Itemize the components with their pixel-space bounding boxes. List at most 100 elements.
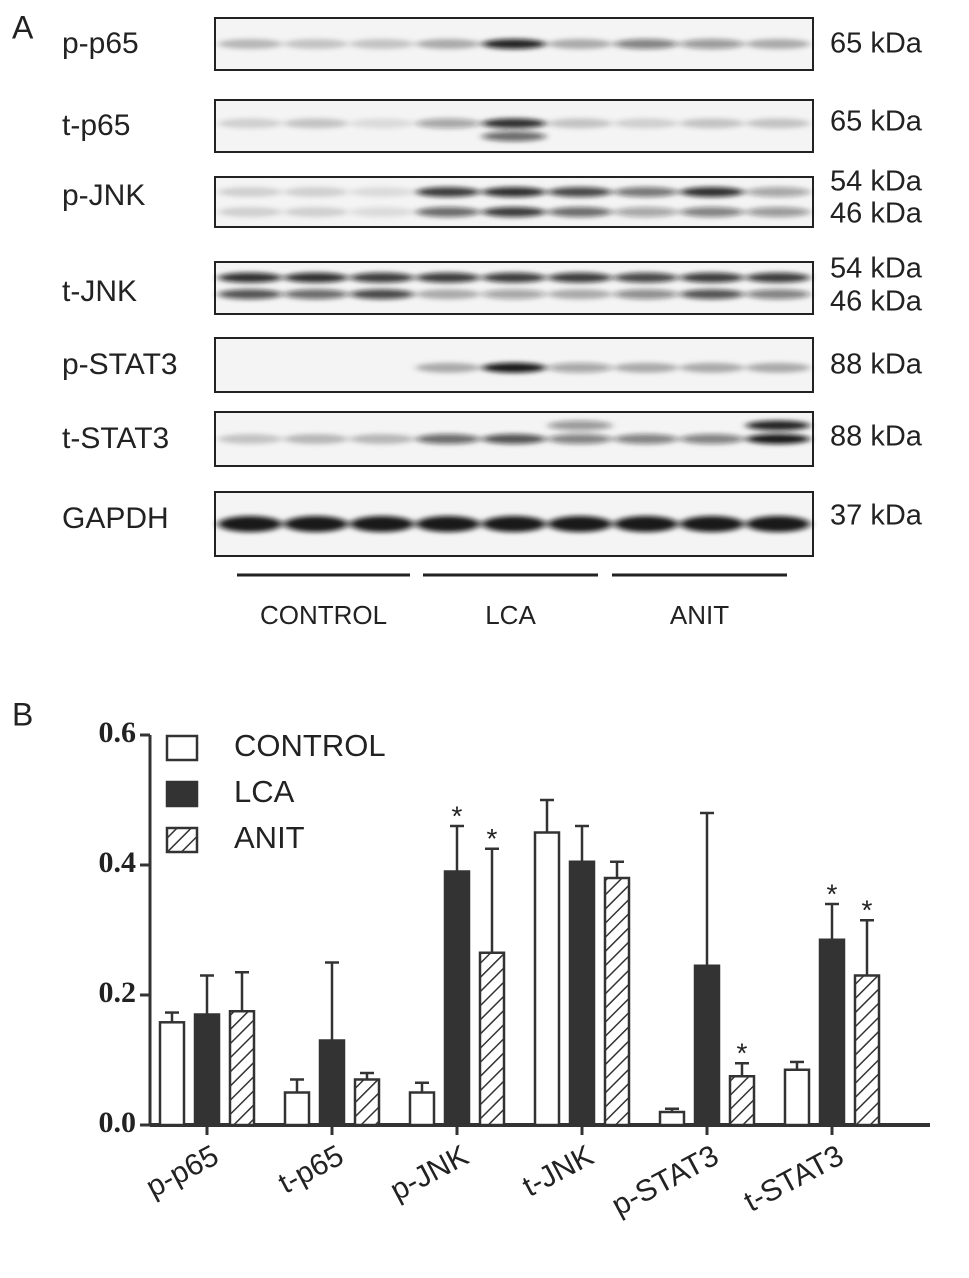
band bbox=[680, 516, 744, 532]
blot-label: p-p65 bbox=[62, 27, 139, 60]
band bbox=[746, 39, 810, 49]
significance-marker: * bbox=[452, 800, 463, 831]
band bbox=[548, 362, 612, 373]
blot-label: t-STAT3 bbox=[62, 422, 169, 455]
band bbox=[416, 118, 480, 129]
band bbox=[548, 187, 612, 197]
kda-label: 46 kDa bbox=[830, 286, 923, 318]
band bbox=[482, 516, 546, 532]
band bbox=[548, 207, 612, 217]
band bbox=[350, 39, 414, 49]
band bbox=[746, 516, 810, 532]
band bbox=[680, 39, 744, 49]
band bbox=[350, 272, 414, 283]
band bbox=[350, 289, 414, 300]
band bbox=[746, 187, 810, 197]
band bbox=[416, 516, 480, 532]
band bbox=[218, 272, 282, 283]
significance-marker: * bbox=[862, 895, 873, 926]
x-tick-label: p-JNK bbox=[385, 1139, 474, 1207]
legend-swatch bbox=[165, 826, 199, 854]
legend-label: CONTROL bbox=[234, 728, 386, 763]
band bbox=[614, 362, 678, 373]
band bbox=[680, 434, 744, 444]
band bbox=[548, 39, 612, 49]
band bbox=[416, 187, 480, 197]
blot-bands bbox=[416, 362, 810, 373]
bar bbox=[193, 1013, 221, 1127]
y-tick-label: 0.2 bbox=[99, 976, 137, 1009]
band bbox=[350, 187, 414, 197]
band bbox=[416, 207, 480, 217]
band bbox=[350, 207, 414, 217]
bar bbox=[408, 1091, 436, 1127]
band bbox=[548, 272, 612, 283]
band bbox=[680, 187, 744, 197]
legend-swatch bbox=[165, 780, 199, 808]
significance-marker: * bbox=[737, 1038, 748, 1069]
band bbox=[746, 362, 810, 373]
legend-swatch bbox=[165, 734, 199, 762]
bar bbox=[603, 876, 631, 1127]
x-tick-label: t-STAT3 bbox=[739, 1139, 849, 1218]
blot-bands bbox=[218, 118, 810, 142]
band bbox=[284, 272, 348, 283]
blot-bands bbox=[218, 516, 810, 532]
x-tick-label: p-p65 bbox=[141, 1139, 224, 1204]
group-label: ANIT bbox=[670, 600, 729, 630]
bar bbox=[283, 1091, 311, 1127]
band bbox=[284, 207, 348, 217]
band bbox=[746, 434, 810, 444]
bar bbox=[818, 938, 846, 1127]
band bbox=[284, 289, 348, 300]
band bbox=[284, 516, 348, 532]
band bbox=[680, 118, 744, 129]
blot-bands bbox=[218, 420, 810, 444]
kda-label: 88 kDa bbox=[830, 421, 923, 453]
panel-label: B bbox=[12, 696, 33, 732]
band bbox=[482, 434, 546, 444]
bar bbox=[353, 1078, 381, 1127]
band bbox=[548, 289, 612, 300]
band bbox=[350, 434, 414, 444]
bar bbox=[318, 1039, 346, 1127]
bar bbox=[158, 1021, 186, 1127]
significance-marker: * bbox=[487, 823, 498, 854]
blot-label: p-JNK bbox=[62, 179, 145, 212]
band bbox=[548, 434, 612, 444]
bar bbox=[728, 1075, 756, 1127]
blot-label: t-JNK bbox=[62, 275, 137, 308]
band bbox=[746, 272, 810, 283]
x-tick-label: p-STAT3 bbox=[606, 1139, 724, 1222]
kda-label: 54 kDa bbox=[830, 166, 923, 198]
bar bbox=[443, 870, 471, 1127]
bar bbox=[228, 1010, 256, 1127]
band bbox=[218, 516, 282, 532]
band bbox=[746, 289, 810, 300]
band bbox=[746, 118, 810, 129]
kda-label: 54 kDa bbox=[830, 253, 923, 285]
band bbox=[218, 39, 282, 49]
y-tick-label: 0.6 bbox=[99, 716, 137, 749]
band bbox=[350, 516, 414, 532]
band bbox=[746, 420, 810, 431]
band bbox=[482, 39, 546, 49]
band bbox=[614, 187, 678, 197]
band bbox=[218, 118, 282, 129]
band bbox=[680, 207, 744, 217]
band bbox=[614, 516, 678, 532]
band bbox=[614, 207, 678, 217]
band bbox=[614, 289, 678, 300]
x-tick-label: t-p65 bbox=[273, 1139, 349, 1200]
band bbox=[482, 289, 546, 300]
band bbox=[614, 118, 678, 129]
band bbox=[482, 272, 546, 283]
band bbox=[548, 420, 612, 431]
blot-bands bbox=[218, 39, 810, 49]
blot-label: t-p65 bbox=[62, 109, 130, 142]
band bbox=[284, 118, 348, 129]
band bbox=[548, 516, 612, 532]
blot-label: p-STAT3 bbox=[62, 348, 178, 381]
band bbox=[614, 434, 678, 444]
